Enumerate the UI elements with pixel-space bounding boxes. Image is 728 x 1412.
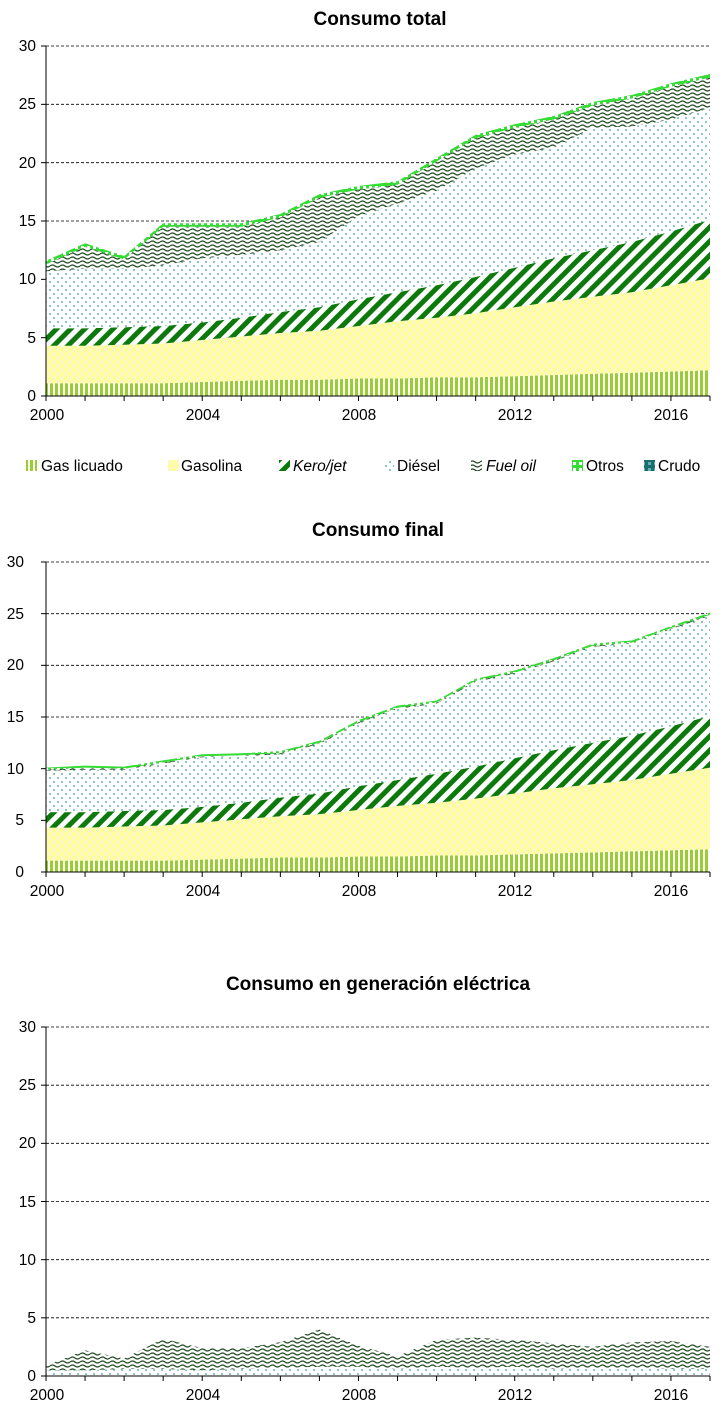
stacked-areas — [46, 1329, 710, 1376]
legend-label-kerojet: Kero/jet — [293, 458, 347, 475]
x-tick-label: 2016 — [654, 407, 688, 424]
x-tick-label: 2004 — [186, 407, 221, 424]
chart-consumo-total: Consumo total 0 5 10 15 20 25 30 2000 20… — [19, 9, 711, 424]
y-tick-label: 15 — [19, 1194, 36, 1211]
area-kerojet — [46, 219, 710, 346]
x-tick-label: 2012 — [498, 407, 532, 424]
legend-swatch-crudo — [644, 460, 655, 471]
legend-label-gas-licuado: Gas licuado — [41, 458, 123, 475]
grid-lines — [41, 1026, 711, 1381]
x-tick-label: 2000 — [30, 1387, 65, 1404]
x-tick-label: 2016 — [654, 883, 688, 900]
x-tick-labels: 2000 2004 2008 2012 2016 — [30, 407, 688, 424]
area-fueloil — [46, 1329, 710, 1371]
y-tick-label: 20 — [19, 155, 37, 172]
y-tick-label: 0 — [27, 1368, 36, 1385]
stacked-areas — [46, 74, 710, 396]
area-gasolina — [46, 767, 710, 861]
x-tick-label: 2004 — [186, 1387, 221, 1404]
legend-swatch-gas-licuado — [26, 460, 37, 471]
x-tick-label: 2012 — [498, 1387, 532, 1404]
area-diesel — [46, 615, 710, 813]
x-tick-label: 2000 — [30, 883, 65, 900]
area-diesel — [46, 107, 710, 329]
y-tick-label: 10 — [19, 1252, 37, 1269]
area-diesel — [46, 1366, 710, 1376]
chart-consumo-generacion-electrica: Consumo en generación eléctrica 0 5 10 1… — [19, 974, 711, 1404]
legend-label-diesel: Diésel — [397, 458, 440, 475]
legend-swatch-gasolina — [168, 460, 179, 471]
y-tick-label: 5 — [15, 812, 24, 829]
x-tick-labels: 2000 2004 2008 2012 2016 — [30, 883, 688, 900]
legend-swatch-kerojet — [279, 460, 290, 471]
y-tick-label: 20 — [7, 657, 25, 674]
area-gasolina — [46, 278, 710, 384]
y-tick-label: 5 — [27, 330, 36, 347]
y-tick-labels: 0 5 10 15 20 25 30 — [7, 554, 25, 881]
axes — [45, 46, 710, 397]
y-tick-labels: 0 5 10 15 20 25 30 — [19, 38, 37, 405]
y-tick-label: 30 — [19, 1019, 37, 1036]
legend-label-otros: Otros — [586, 458, 624, 475]
legend-label-crudo: Crudo — [658, 458, 700, 475]
axes — [45, 1027, 710, 1377]
y-tick-label: 5 — [27, 1310, 36, 1327]
y-tick-label: 30 — [19, 38, 37, 55]
axes — [45, 562, 710, 873]
legend-label-fueloil: Fuel oil — [486, 458, 537, 475]
y-tick-label: 20 — [19, 1135, 37, 1152]
x-tick-label: 2016 — [654, 1387, 688, 1404]
x-tick-label: 2012 — [498, 883, 532, 900]
chart-title: Consumo en generación eléctrica — [226, 974, 531, 995]
area-fueloil — [46, 77, 710, 272]
chart-title: Consumo final — [312, 520, 444, 541]
chart-consumo-final: Consumo final 0 5 10 15 20 25 30 2000 20… — [7, 520, 711, 900]
area-otros — [46, 74, 710, 265]
y-tick-label: 0 — [15, 864, 24, 881]
y-tick-label: 15 — [7, 709, 24, 726]
stacked-areas — [46, 612, 710, 872]
y-tick-label: 25 — [19, 1077, 36, 1094]
y-tick-label: 0 — [27, 388, 36, 405]
y-tick-label: 10 — [7, 761, 25, 778]
legend-swatch-diesel — [383, 460, 394, 471]
legend-swatch-fueloil — [471, 460, 482, 471]
x-tick-labels: 2000 2004 2008 2012 2016 — [30, 1387, 688, 1404]
x-tick-label: 2000 — [30, 407, 65, 424]
y-tick-label: 15 — [19, 213, 36, 230]
x-tick-label: 2008 — [342, 883, 376, 900]
y-tick-label: 30 — [7, 554, 25, 571]
y-tick-label: 25 — [7, 606, 24, 623]
area-gas_licuado — [46, 849, 710, 872]
y-tick-labels: 0 5 10 15 20 25 30 — [19, 1019, 37, 1385]
x-tick-label: 2008 — [342, 407, 376, 424]
area-gas_licuado — [46, 370, 710, 396]
area-kerojet — [46, 716, 710, 828]
legend-swatch-otros — [572, 460, 583, 471]
y-tick-label: 10 — [19, 271, 37, 288]
x-tick-label: 2008 — [342, 1387, 376, 1404]
legend-label-gasolina: Gasolina — [181, 458, 243, 475]
x-tick-label: 2004 — [186, 883, 221, 900]
chart-title: Consumo total — [314, 9, 447, 30]
y-tick-label: 25 — [19, 96, 36, 113]
legend: Gas licuado Gasolina Kero/jet Diésel Fue… — [26, 458, 700, 475]
